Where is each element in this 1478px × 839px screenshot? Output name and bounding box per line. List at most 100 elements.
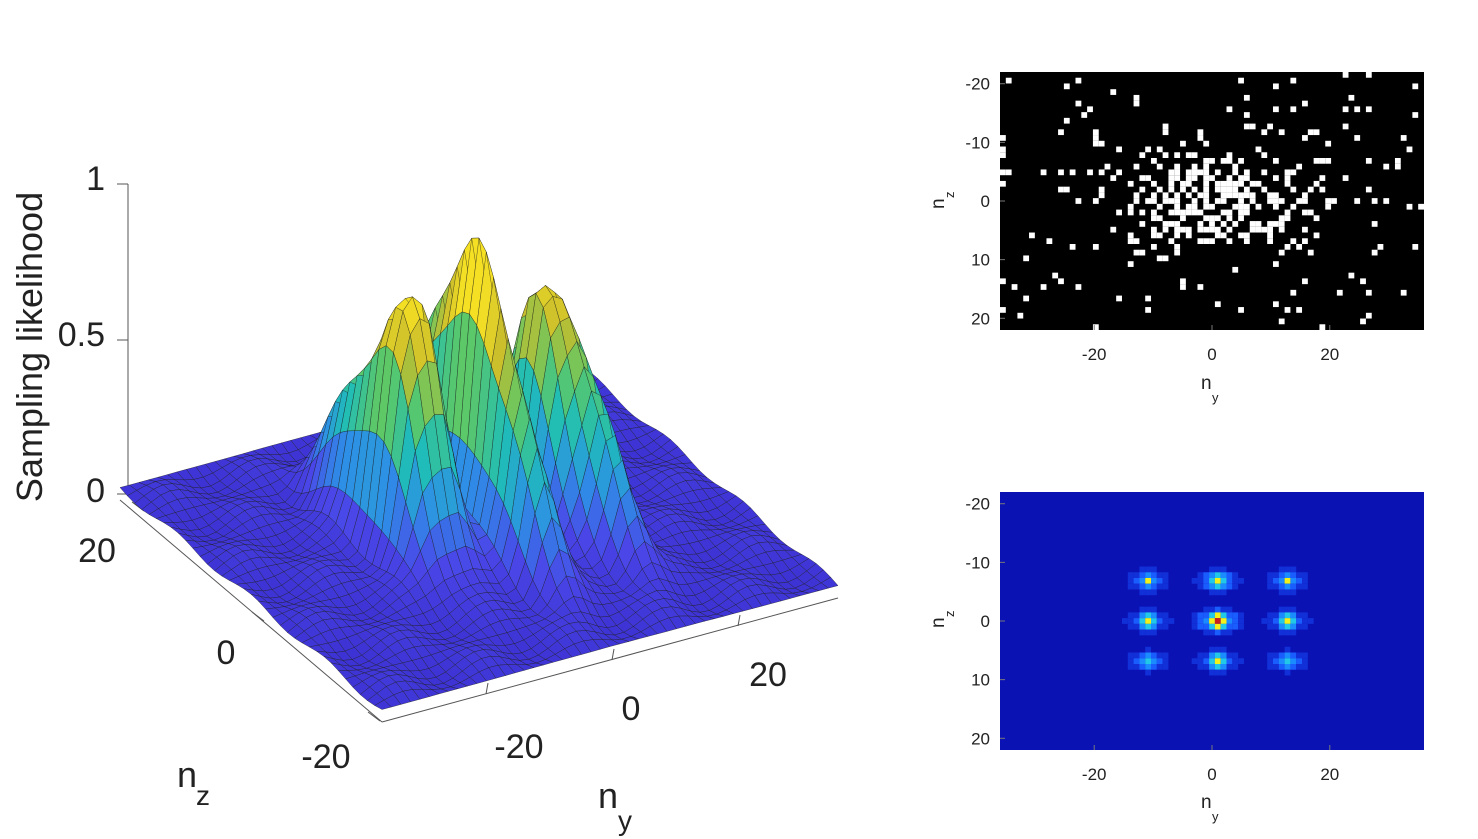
mask-sample — [1220, 209, 1227, 216]
mask-sample — [1197, 284, 1204, 290]
mask-sample — [1220, 192, 1227, 199]
psf-cell — [1278, 578, 1285, 584]
psf-cell — [1284, 664, 1291, 670]
mask-sample — [1151, 192, 1157, 199]
mask-sample — [1354, 106, 1361, 113]
mask-sample — [1162, 226, 1169, 233]
psf-cell — [1191, 578, 1198, 584]
mask-sample — [1151, 198, 1157, 204]
mask-sample — [1377, 244, 1384, 250]
psf-cell — [1267, 652, 1273, 659]
mask-sample — [1354, 135, 1361, 141]
mask-sample — [1139, 209, 1146, 216]
psf-cell — [1133, 664, 1140, 670]
psf-cell — [1267, 618, 1273, 624]
mask-sample — [1226, 158, 1233, 164]
mask-sample — [1313, 180, 1320, 187]
mask-sample — [1209, 203, 1215, 210]
mask-sample — [1243, 112, 1250, 118]
psf-cell — [1302, 578, 1308, 584]
psf-cell — [1209, 658, 1215, 664]
mask-sample — [1238, 175, 1244, 181]
mask-sample — [1214, 215, 1221, 222]
mask-sample — [1290, 238, 1297, 244]
mask-sample — [1116, 209, 1122, 216]
mask-sample — [1238, 180, 1244, 187]
mask-sample — [1214, 226, 1221, 233]
psf-cell — [1145, 623, 1152, 630]
mask-sample — [1319, 186, 1326, 193]
mask-x-axis-title-main: n — [1201, 373, 1212, 394]
psf-cell — [1145, 618, 1152, 624]
psf-cell — [1133, 583, 1140, 590]
mask-sample — [1296, 307, 1303, 313]
mask-sample — [1255, 146, 1262, 153]
psf-cell — [1302, 652, 1308, 659]
mask-sample — [1249, 123, 1256, 130]
nz-tick-m20 — [367, 711, 381, 722]
mask-sample — [1290, 106, 1297, 113]
mask-sample — [1371, 249, 1378, 256]
mask-sample — [1220, 198, 1227, 204]
psf-cell — [1162, 572, 1169, 578]
mask-sample — [1116, 146, 1122, 153]
psf-cell — [1127, 578, 1134, 584]
mask-sample — [1087, 106, 1093, 113]
psf-cell — [1197, 623, 1204, 630]
psf-cell — [1307, 618, 1314, 624]
mask-sample — [1145, 175, 1152, 181]
mask-sample — [1261, 226, 1268, 233]
psf-cell — [1272, 572, 1279, 578]
mask-sample — [1069, 169, 1076, 176]
mask-sample — [1139, 249, 1146, 256]
mask-sample — [1278, 198, 1285, 204]
mask-sample — [1319, 158, 1326, 164]
mask-sample — [1197, 129, 1204, 136]
mask-sample — [1214, 186, 1221, 193]
y-tick-label: -20 — [965, 495, 990, 514]
mask-sample — [1011, 284, 1018, 290]
mask-sample — [1220, 221, 1227, 227]
mask-sample — [1162, 198, 1169, 204]
psf-cell — [1214, 572, 1221, 578]
mask-sample — [1191, 152, 1198, 158]
psf-cell — [1278, 566, 1285, 573]
mask-sample — [1284, 175, 1291, 181]
x-tick-label: -20 — [1082, 345, 1107, 364]
psf-cell — [1145, 578, 1152, 584]
psf-cell — [1209, 572, 1215, 578]
mask-sample — [1209, 175, 1215, 181]
psf-cell — [1290, 623, 1297, 630]
mask-sample — [1063, 117, 1070, 124]
psf-cell — [1226, 664, 1233, 670]
mask-sample — [1058, 278, 1064, 285]
mask-sample — [1243, 209, 1250, 216]
psf-cell — [1238, 618, 1244, 624]
mask-sample — [1174, 152, 1181, 158]
psf-cell — [1278, 612, 1285, 619]
psf-cell — [1127, 652, 1134, 659]
psf-cell — [1133, 578, 1140, 584]
mask-sample — [1360, 278, 1366, 285]
psf-cell — [1272, 583, 1279, 590]
mask-sample — [1284, 215, 1291, 222]
psf-cell — [1127, 664, 1134, 670]
psf-cell — [1209, 578, 1215, 584]
psf-cell — [1162, 652, 1169, 659]
mask-sample — [1162, 129, 1169, 136]
psf-cell — [1214, 652, 1221, 659]
psf-cell — [1139, 664, 1146, 670]
psf-cell — [1290, 606, 1297, 613]
ny-tick-label-m20: -20 — [494, 728, 543, 766]
mask-sample — [1168, 221, 1175, 227]
mask-sample — [1139, 186, 1146, 193]
psf-cell — [1226, 629, 1233, 636]
mask-sample — [1232, 163, 1239, 170]
mask-sample — [1307, 186, 1314, 193]
psf-cell — [1290, 664, 1297, 670]
psf-cell — [1267, 664, 1273, 670]
mask-sample — [1319, 175, 1326, 181]
mask-sample — [1092, 198, 1099, 204]
mask-sample — [1255, 226, 1262, 233]
